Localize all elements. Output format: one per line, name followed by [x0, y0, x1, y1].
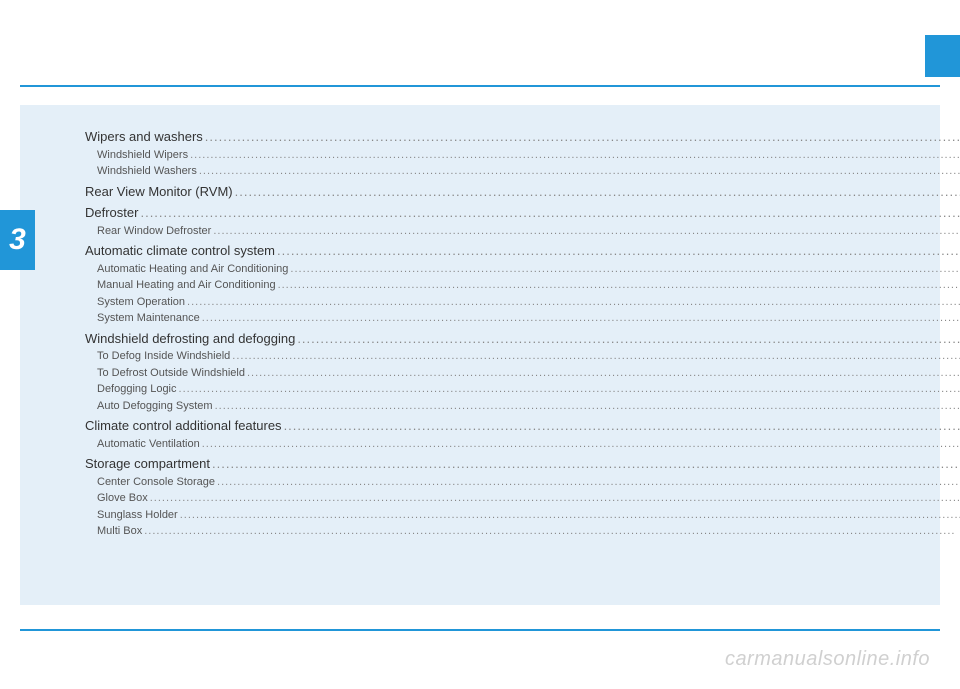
toc-entry: To Defrost Outside Windshield...........… [85, 365, 960, 382]
toc-entry: Rear View Monitor (RVM) ................… [85, 182, 960, 202]
toc-dots-leader: ........................................… [213, 223, 960, 240]
toc-entry-label: Windshield Wipers [97, 147, 188, 164]
toc-entry: Windshield Wipers ......................… [85, 147, 960, 164]
toc-entry-label: Automatic Ventilation [97, 436, 200, 453]
toc-entry: Defogging Logic ........................… [85, 381, 960, 398]
toc-entry-label: Wipers and washers [85, 127, 203, 147]
toc-entry: Storage compartment.....................… [85, 454, 960, 474]
toc-entry-label: Storage compartment [85, 454, 210, 474]
toc-dots-leader: ........................................… [190, 147, 960, 164]
toc-entry: Glove Box...............................… [85, 490, 960, 507]
toc-dots-leader: ........................................… [290, 261, 960, 278]
page-edge-tab [925, 35, 960, 77]
toc-entry-label: Center Console Storage [97, 474, 215, 491]
toc-dots-leader: ........................................… [144, 523, 960, 540]
watermark-text: carmanualsonline.info [725, 648, 930, 671]
toc-entry: System Operation .......................… [85, 294, 960, 311]
toc-entry-label: Rear View Monitor (RVM) [85, 182, 233, 202]
toc-entry: Auto Defogging System ..................… [85, 398, 960, 415]
toc-entry: Center Console Storage .................… [85, 474, 960, 491]
toc-left-column: Wipers and washers .....................… [85, 125, 960, 585]
toc-entry-label: To Defrost Outside Windshield [97, 365, 245, 382]
footer-divider [20, 629, 940, 631]
toc-dots-leader: ........................................… [235, 182, 960, 202]
toc-entry: Wipers and washers .....................… [85, 127, 960, 147]
toc-entry: Automatic Heating and Air Conditioning..… [85, 261, 960, 278]
toc-dots-leader: ........................................… [187, 294, 960, 311]
toc-entry-label: Rear Window Defroster [97, 223, 211, 240]
toc-columns: Wipers and washers .....................… [20, 105, 940, 605]
toc-dots-leader: ........................................… [277, 241, 960, 261]
toc-dots-leader: ........................................… [297, 329, 960, 349]
toc-dots-leader: ........................................… [212, 454, 960, 474]
toc-entry-label: Multi Box [97, 523, 142, 540]
toc-entry: Multi Box...............................… [85, 523, 960, 540]
toc-entry-label: Defroster [85, 203, 138, 223]
toc-entry: Climate control additional features ....… [85, 416, 960, 436]
toc-entry-label: Manual Heating and Air Conditioning [97, 277, 276, 294]
toc-entry-label: Defogging Logic [97, 381, 177, 398]
toc-dots-leader: ........................................… [202, 310, 960, 327]
toc-dots-leader: ........................................… [284, 416, 960, 436]
toc-dots-leader: ........................................… [140, 203, 960, 223]
toc-entry: Rear Window Defroster ..................… [85, 223, 960, 240]
toc-entry: Windshield Washers .....................… [85, 163, 960, 180]
toc-entry: Windshield defrosting and defogging ....… [85, 329, 960, 349]
toc-entry: Defroster...............................… [85, 203, 960, 223]
toc-dots-leader: ........................................… [232, 348, 960, 365]
toc-dots-leader: ........................................… [179, 381, 960, 398]
toc-dots-leader: ........................................… [215, 398, 960, 415]
toc-dots-leader: ........................................… [180, 507, 960, 524]
toc-entry: To Defog Inside Windshield..............… [85, 348, 960, 365]
toc-dots-leader: ........................................… [247, 365, 960, 382]
toc-entry-label: Automatic climate control system [85, 241, 275, 261]
toc-dots-leader: ........................................… [150, 490, 960, 507]
toc-entry: Automatic climate control system........… [85, 241, 960, 261]
toc-entry: System Maintenance......................… [85, 310, 960, 327]
toc-entry-label: Auto Defogging System [97, 398, 213, 415]
toc-entry-label: Sunglass Holder [97, 507, 178, 524]
toc-entry-label: Windshield defrosting and defogging [85, 329, 295, 349]
toc-entry-label: Climate control additional features [85, 416, 282, 436]
chapter-number-tab: 3 [0, 210, 35, 270]
toc-dots-leader: ........................................… [202, 436, 960, 453]
toc-entry-label: Automatic Heating and Air Conditioning [97, 261, 288, 278]
toc-entry: Manual Heating and Air Conditioning.....… [85, 277, 960, 294]
header-divider [20, 85, 940, 87]
toc-dots-leader: ........................................… [217, 474, 960, 491]
chapter-number: 3 [9, 223, 26, 257]
toc-entry-label: Windshield Washers [97, 163, 197, 180]
toc-content-box: Wipers and washers .....................… [20, 105, 940, 605]
toc-entry-label: Glove Box [97, 490, 148, 507]
toc-entry-label: System Maintenance [97, 310, 200, 327]
toc-dots-leader: ........................................… [278, 277, 960, 294]
toc-dots-leader: ........................................… [205, 127, 960, 147]
toc-entry-label: System Operation [97, 294, 185, 311]
toc-entry: Automatic Ventilation...................… [85, 436, 960, 453]
toc-entry-label: To Defog Inside Windshield [97, 348, 230, 365]
toc-dots-leader: ........................................… [199, 163, 960, 180]
toc-entry: Sunglass Holder.........................… [85, 507, 960, 524]
